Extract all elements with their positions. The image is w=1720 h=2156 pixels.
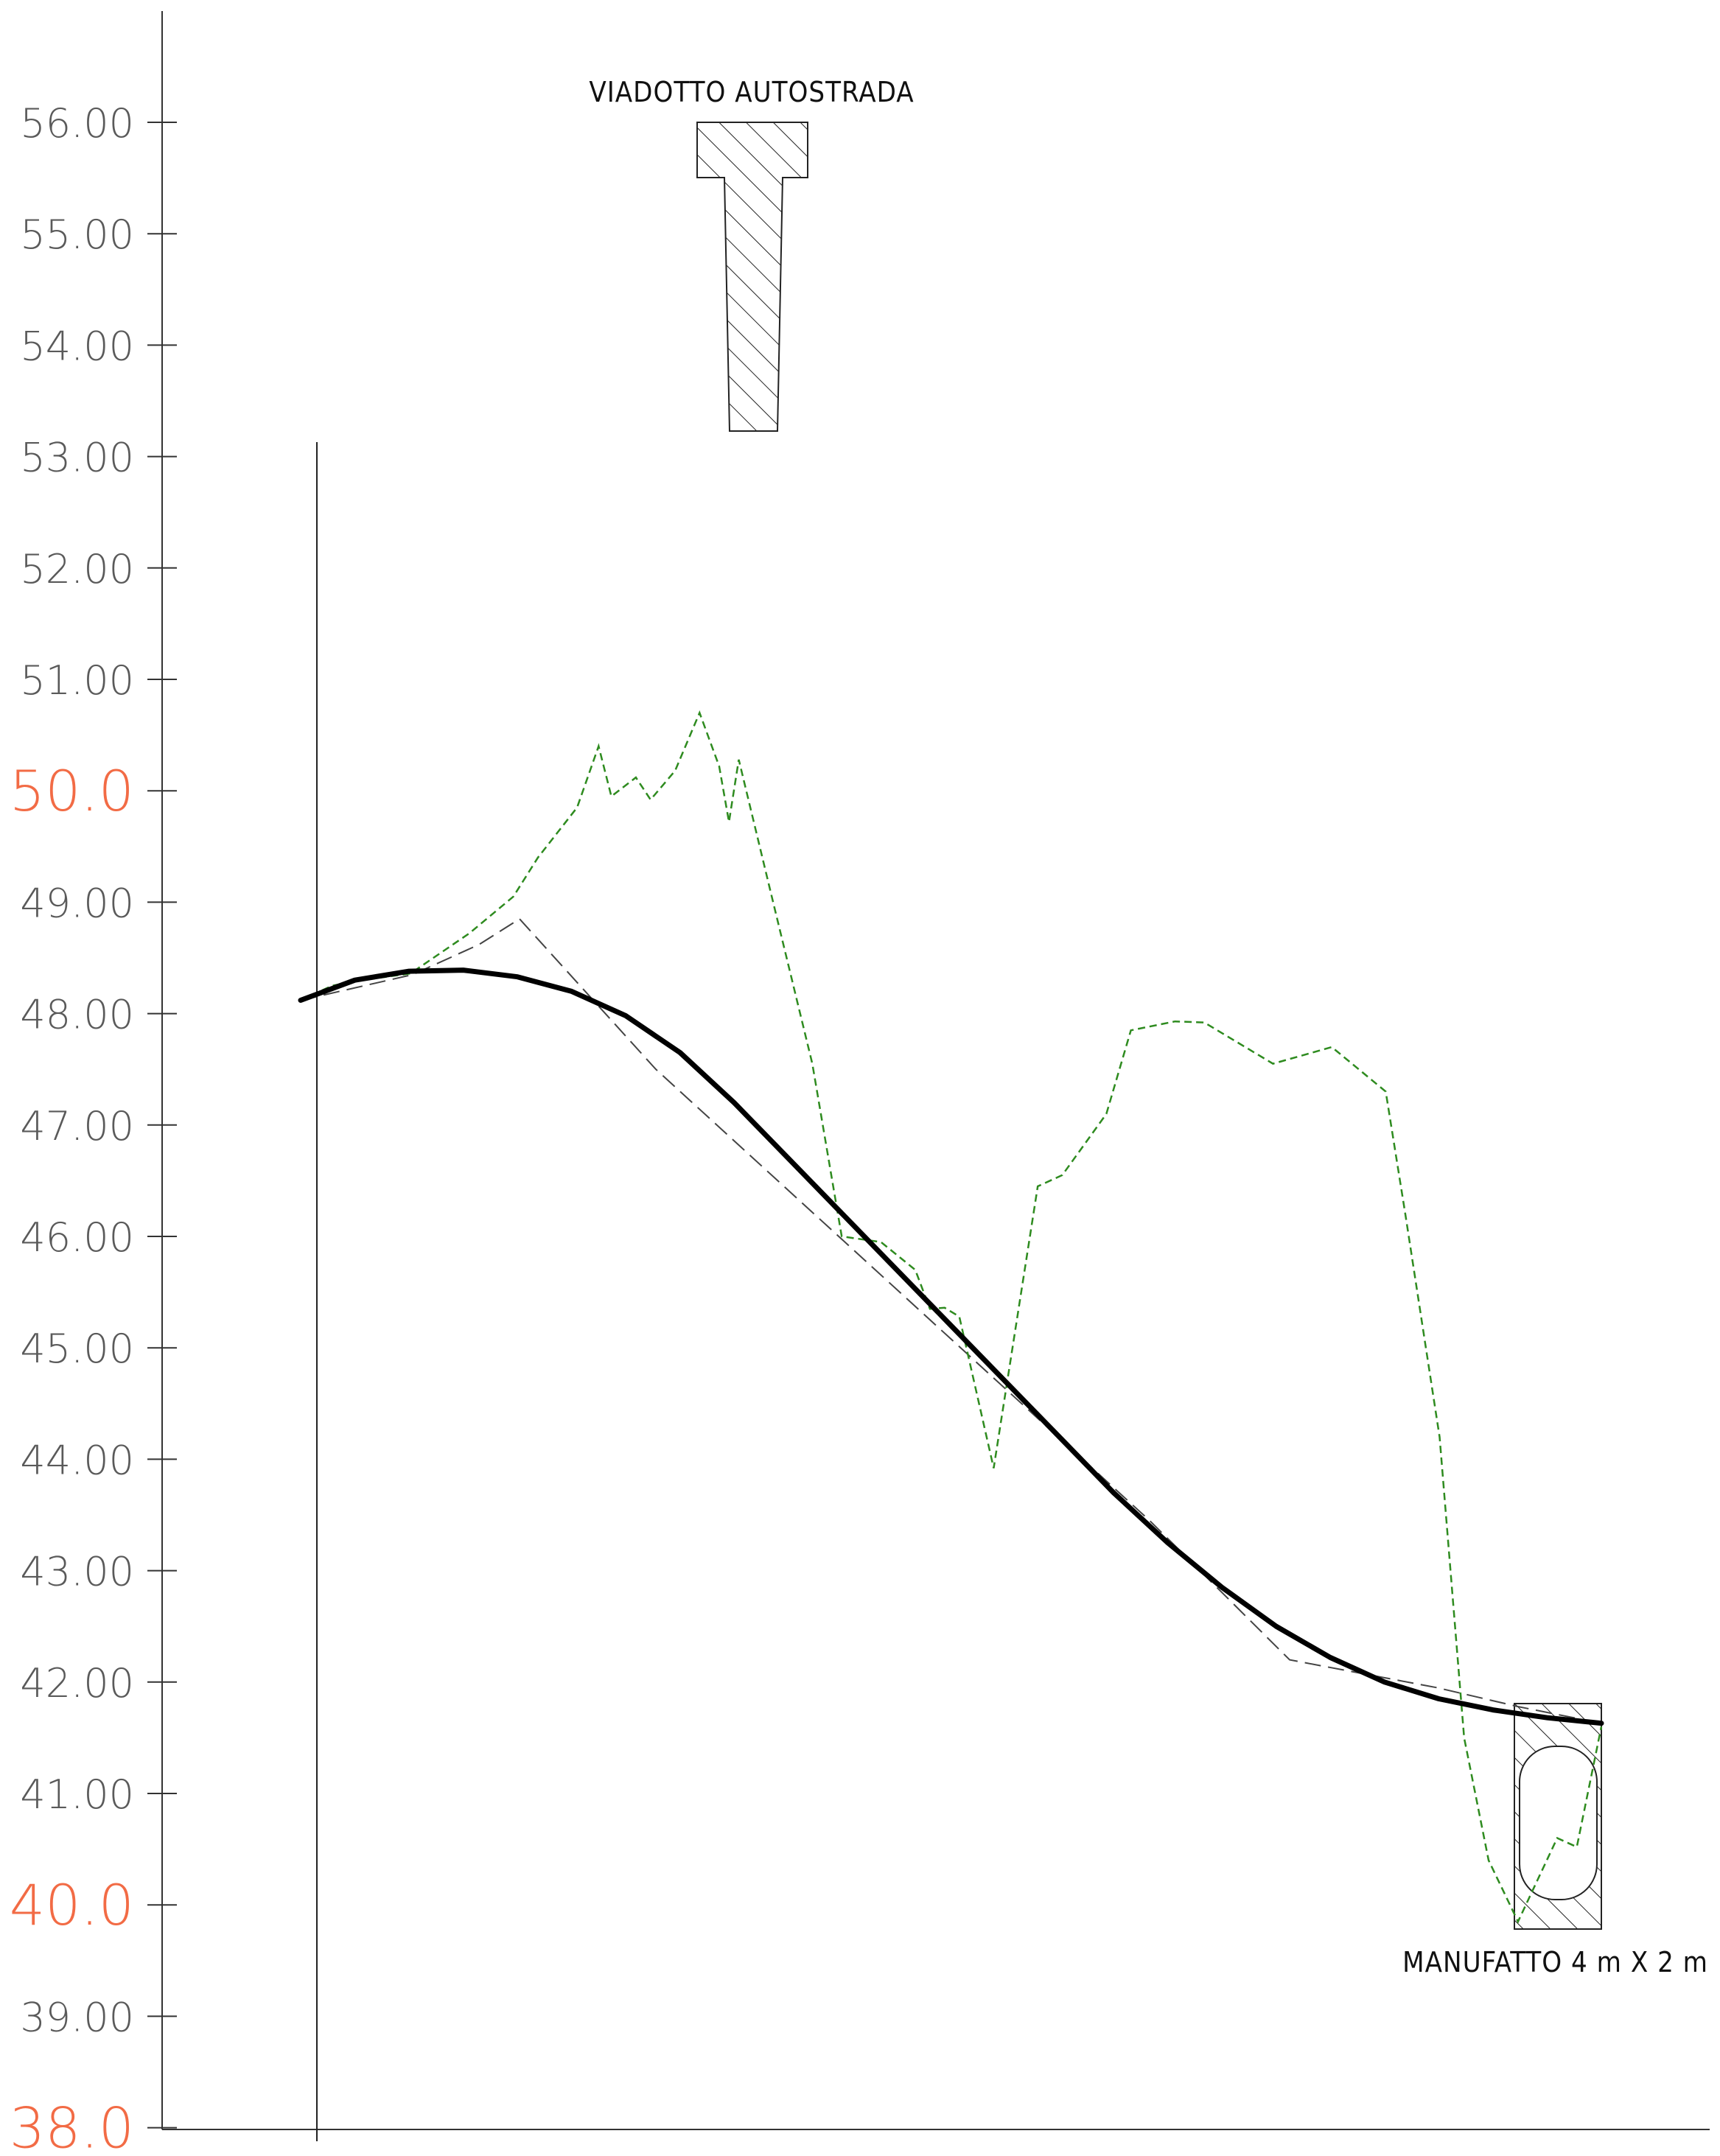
axis-tick-label: 41.00 <box>20 1771 134 1818</box>
axis-tick-label: 56.00 <box>20 100 134 147</box>
viaduct-pier <box>696 122 808 432</box>
axis-tick-label: 40.0 <box>10 1872 134 1938</box>
axis-ticks <box>147 122 177 2129</box>
axis-tick-label: 52.00 <box>20 546 134 592</box>
axis-tick-label: 47.00 <box>20 1103 134 1149</box>
axis-tick-label: 43.00 <box>20 1549 134 1595</box>
culvert-label: MANUFATTO 4 m X 2 m <box>1402 1946 1708 1978</box>
axis-tick-label: 46.00 <box>20 1214 134 1261</box>
axis-tick-label: 44.00 <box>20 1437 134 1483</box>
axis-labels: 56.00 55.00 54.00 53.00 52.00 51.00 50.0 49.00 4… <box>10 100 134 2156</box>
axis-tick-label: 39.00 <box>20 1994 134 2040</box>
axis-tick-label: 49.00 <box>20 880 134 926</box>
axis-tick-label: 53.00 <box>20 435 134 481</box>
axis-tick-label: 54.00 <box>20 323 134 369</box>
axis-tick-label: 48.00 <box>20 992 134 1038</box>
ground-profile <box>300 710 1603 1924</box>
existing-design-profile <box>300 917 1602 1724</box>
axis-tick-label: 55.00 <box>20 211 134 258</box>
viaduct-label: VIADOTTO AUTOSTRADA <box>589 76 914 108</box>
axis-tick-label: 38.0 <box>10 2096 134 2156</box>
axis-tick-label: 42.00 <box>20 1660 134 1707</box>
road-profile <box>298 967 1604 1726</box>
axis-tick-label: 45.00 <box>20 1326 134 1372</box>
axis-tick-label: 50.0 <box>10 758 134 824</box>
axis-tick-label: 51.00 <box>20 657 134 704</box>
culvert-box <box>1514 1703 1602 1930</box>
